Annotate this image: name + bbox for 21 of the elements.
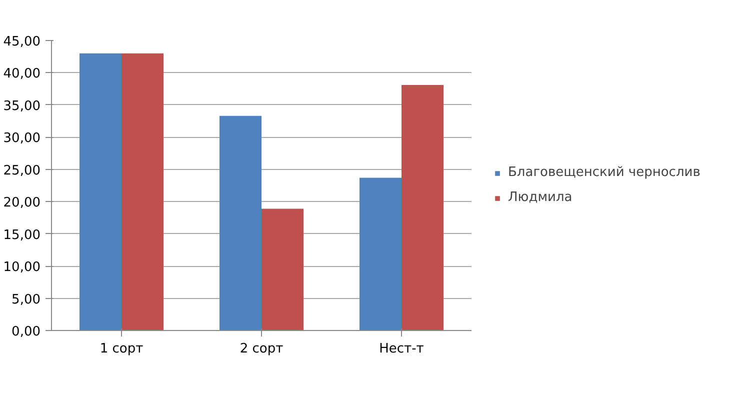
- y-tick-label: 0,00: [12, 324, 41, 340]
- bar: [402, 84, 444, 330]
- y-tick-label: 45,00: [3, 34, 40, 50]
- x-tick-label: 1 сорт: [100, 342, 144, 356]
- bar: [220, 116, 262, 330]
- y-tick-label: 35,00: [3, 98, 40, 114]
- y-tick-label: 5,00: [12, 292, 41, 308]
- legend-label: Людмила: [508, 190, 572, 205]
- y-tick-label: 25,00: [3, 163, 40, 178]
- y-tick-label: 40,00: [3, 66, 40, 82]
- bar: [360, 178, 402, 330]
- y-tick-label: 15,00: [3, 228, 40, 243]
- bar: [80, 53, 122, 330]
- y-tick-label: 30,00: [3, 131, 40, 146]
- bar: [122, 53, 164, 330]
- y-tick-label: 10,00: [3, 260, 40, 276]
- y-tick-label: 20,00: [3, 196, 40, 211]
- legend-label: Благовещенский чернослив: [508, 165, 700, 180]
- x-tick-label: Нест-т: [379, 342, 424, 356]
- bar: [262, 208, 304, 330]
- x-tick-label: 2 сорт: [240, 342, 284, 356]
